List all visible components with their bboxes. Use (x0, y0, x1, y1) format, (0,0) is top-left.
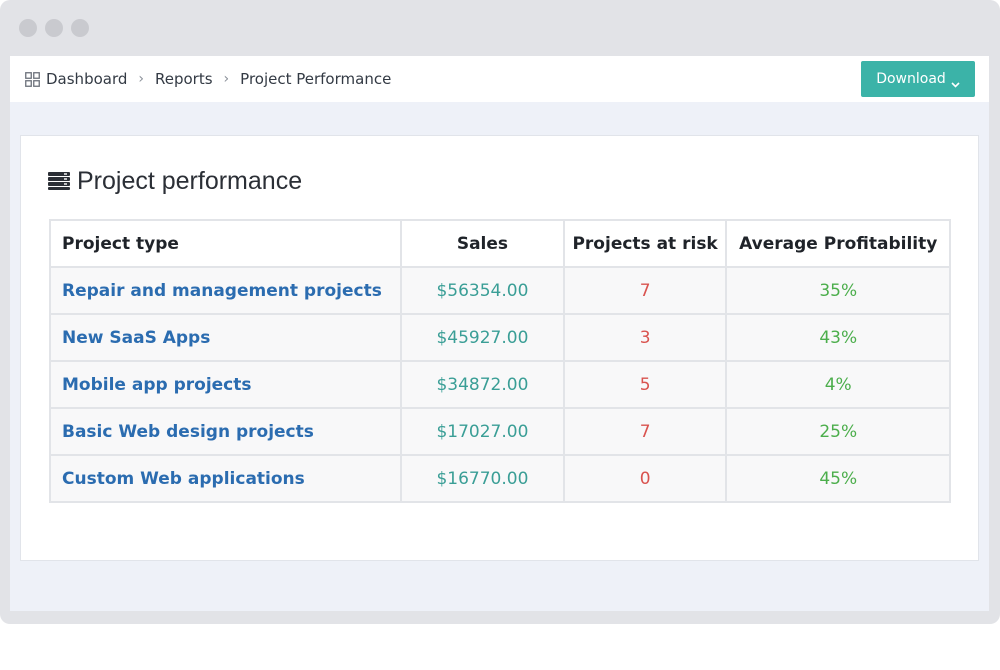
projects-at-risk-value: 0 (562, 454, 728, 503)
average-profitability-value: 35% (725, 266, 951, 315)
window-minimize-dot[interactable] (45, 19, 63, 37)
breadcrumb: Dashboard › Reports › Project Performanc… (25, 56, 391, 102)
sales-value: $16770.00 (400, 454, 565, 503)
project-type-link[interactable]: Repair and management projects (48, 266, 403, 315)
table-row: Repair and management projects $56354.00… (48, 266, 951, 315)
breadcrumb-dashboard[interactable]: Dashboard (46, 70, 128, 88)
panel-title: Project performance (77, 166, 303, 195)
project-type-link[interactable]: Mobile app projects (48, 360, 403, 409)
table-row: Custom Web applications $16770.00 0 45% (48, 454, 951, 503)
project-type-link[interactable]: Custom Web applications (48, 454, 403, 503)
column-header-projects-at-risk: Projects at risk (562, 219, 728, 268)
column-header-sales: Sales (400, 219, 565, 268)
page-viewport: Dashboard › Reports › Project Performanc… (10, 56, 989, 611)
top-bar: Dashboard › Reports › Project Performanc… (10, 56, 989, 102)
window-maximize-dot[interactable] (71, 19, 89, 37)
project-type-link[interactable]: Basic Web design projects (48, 407, 403, 456)
average-profitability-value: 43% (725, 313, 951, 362)
panel-header: Project performance (48, 164, 302, 198)
chevron-right-icon: › (138, 71, 144, 87)
sales-value: $45927.00 (400, 313, 565, 362)
breadcrumb-current: Project Performance (240, 70, 392, 88)
project-performance-panel: Project performance Project type Sales P… (20, 135, 979, 561)
chevron-right-icon: › (223, 71, 230, 87)
project-type-link[interactable]: New SaaS Apps (48, 313, 403, 362)
window-close-dot[interactable] (19, 19, 37, 37)
chevron-down-icon (951, 76, 960, 88)
projects-at-risk-value: 5 (562, 360, 728, 409)
average-profitability-value: 4% (725, 360, 951, 409)
table-row: Basic Web design projects $17027.00 7 25… (48, 407, 951, 456)
window-titlebar (0, 0, 1000, 56)
sales-value: $56354.00 (400, 266, 565, 315)
download-button-label: Download (876, 71, 946, 87)
table-row: Mobile app projects $34872.00 5 4% (48, 360, 951, 409)
average-profitability-value: 45% (725, 454, 951, 503)
sales-value: $34872.00 (400, 360, 565, 409)
server-stack-icon (48, 172, 70, 190)
sales-value: $17027.00 (400, 407, 565, 456)
grid-icon (25, 71, 40, 87)
projects-at-risk-value: 7 (562, 266, 728, 315)
download-button[interactable]: Download (861, 61, 975, 97)
average-profitability-value: 25% (725, 407, 951, 456)
column-header-average-profitability: Average Profitability (725, 219, 951, 268)
breadcrumb-reports[interactable]: Reports (155, 70, 213, 88)
table-header-row: Project type Sales Projects at risk Aver… (48, 219, 951, 268)
column-header-project-type: Project type (48, 219, 403, 268)
projects-at-risk-value: 7 (562, 407, 728, 456)
project-performance-table: Project type Sales Projects at risk Aver… (48, 219, 951, 503)
projects-at-risk-value: 3 (562, 313, 728, 362)
table-row: New SaaS Apps $45927.00 3 43% (48, 313, 951, 362)
browser-window: Dashboard › Reports › Project Performanc… (0, 0, 1000, 624)
